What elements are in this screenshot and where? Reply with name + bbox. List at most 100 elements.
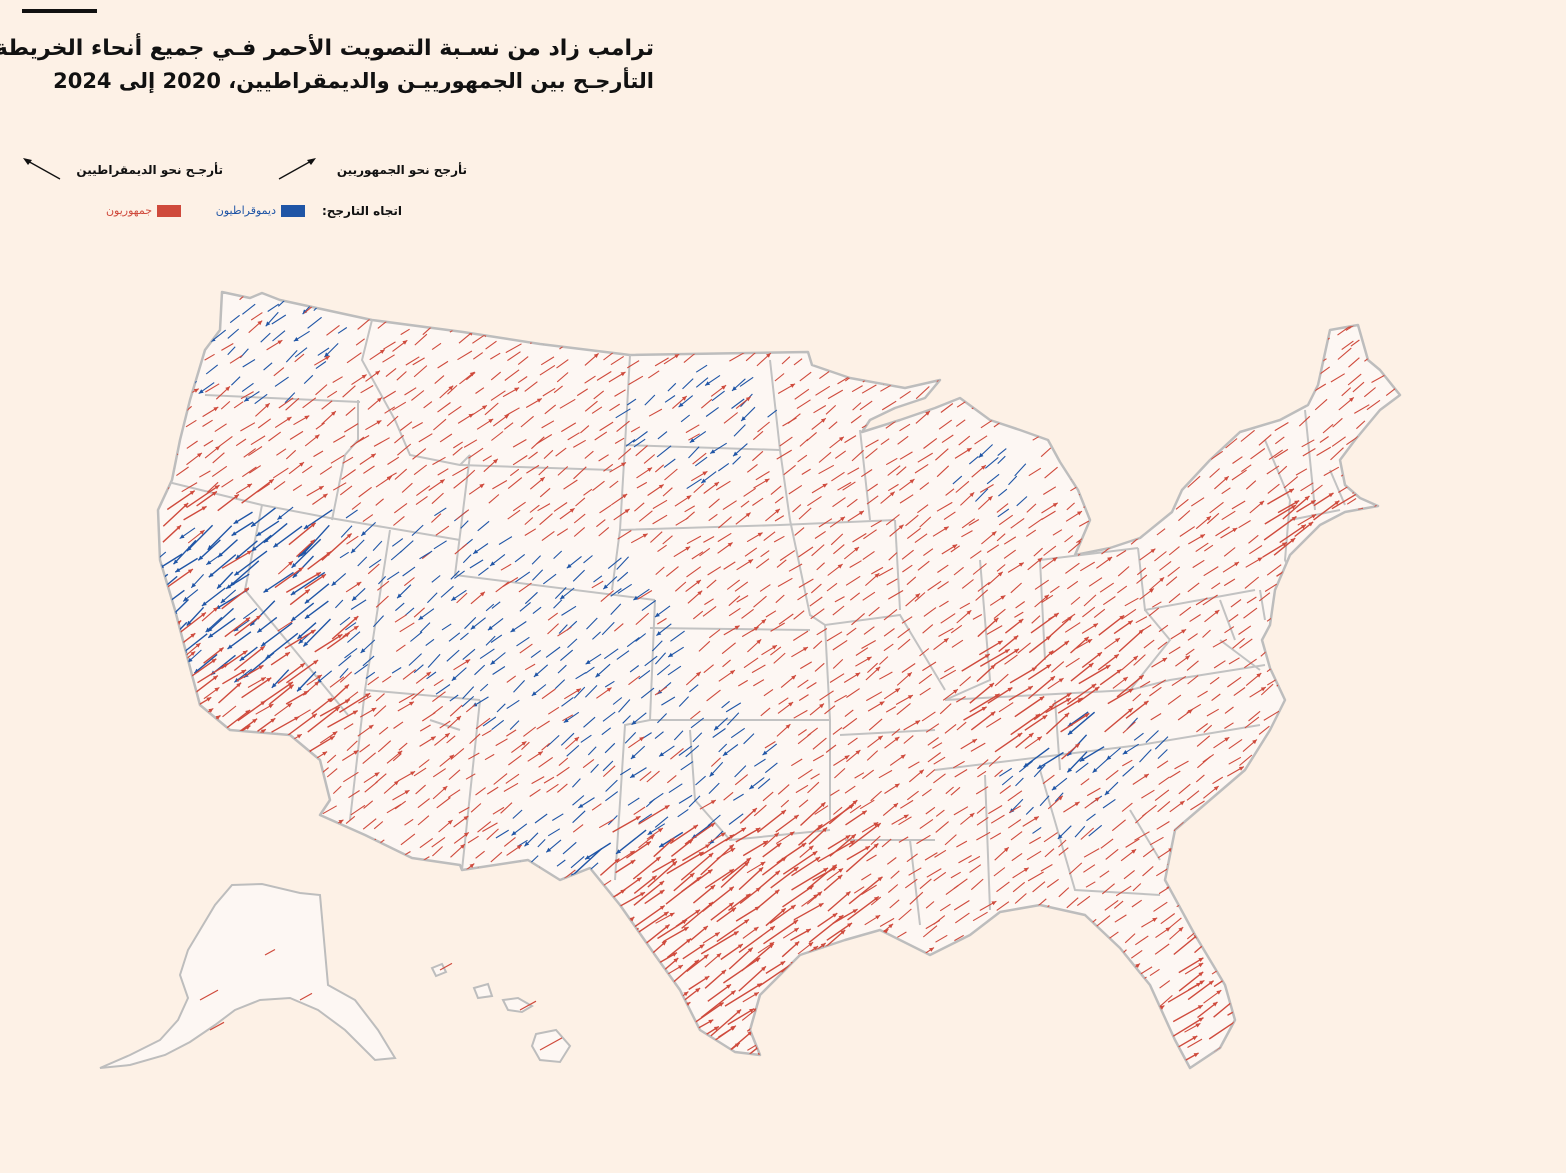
swing-arrowhead: [1290, 538, 1296, 543]
swing-arrowhead: [616, 849, 621, 854]
swing-arrow-rep: [343, 723, 354, 730]
swing-arrowhead: [634, 968, 640, 973]
swing-arrow-rep: [333, 435, 346, 443]
swing-arrow-rep: [475, 717, 491, 730]
swing-arrow-rep: [591, 803, 602, 811]
swing-arrowhead: [915, 720, 921, 725]
swing-arrow-rep: [1184, 308, 1197, 318]
swing-arrowhead: [1223, 476, 1229, 481]
swing-arrow-dem: [413, 664, 424, 674]
swing-arrowhead: [256, 531, 262, 536]
swing-arrow-rep: [851, 612, 865, 626]
swing-arrow-rep: [1148, 1041, 1160, 1053]
swing-arrow-rep: [1368, 932, 1395, 954]
swing-arrow-rep: [326, 754, 337, 764]
swing-arrow-rep: [375, 961, 387, 972]
swing-arrowhead: [245, 725, 251, 730]
swing-arrow-rep: [367, 563, 380, 575]
swing-arrow-dem: [567, 638, 578, 649]
swing-arrow-rep: [898, 908, 912, 921]
swing-arrow-rep: [919, 687, 931, 696]
swing-arrow-rep: [866, 965, 878, 973]
swing-arrowhead: [564, 947, 570, 952]
swing-arrow-rep: [1103, 948, 1122, 959]
swing-arrowhead: [1276, 1001, 1282, 1006]
swing-arrow-rep: [1394, 337, 1400, 345]
swing-arrow-dem: [339, 668, 349, 678]
swing-arrow-rep: [1212, 638, 1228, 648]
swing-arrowhead: [1031, 667, 1037, 672]
swing-arrowhead: [404, 790, 410, 795]
swing-arrow-rep: [832, 605, 845, 616]
swing-arrowhead: [1399, 843, 1400, 849]
swing-arrow-rep: [668, 959, 700, 987]
swing-arrowhead: [432, 292, 438, 294]
swing-arrowhead: [1259, 500, 1265, 506]
swing-arrow-rep: [357, 318, 371, 330]
swing-arrowhead: [1399, 930, 1400, 935]
swing-arrowhead: [606, 687, 612, 692]
swing-arrow-rep: [510, 322, 524, 335]
swing-arrowhead: [736, 1009, 742, 1015]
swing-arrow-rep: [941, 994, 951, 1002]
swing-arrowhead: [865, 846, 870, 851]
swing-arrow-rep: [776, 842, 807, 864]
swing-arrowhead: [1077, 511, 1082, 516]
swing-arrow-rep: [988, 408, 1001, 418]
swing-arrow-rep: [725, 341, 742, 352]
swing-arrow-rep: [1211, 693, 1221, 702]
swing-arrow-rep: [333, 911, 344, 920]
swing-arrow-rep: [1172, 856, 1202, 876]
swing-arrow-rep: [528, 451, 538, 460]
swing-arrow-rep: [1099, 582, 1115, 593]
swing-arrow-rep: [1321, 537, 1343, 554]
swing-arrow-rep: [721, 857, 752, 882]
swing-arrowhead: [702, 471, 708, 476]
swing-arrowhead: [560, 594, 565, 600]
swing-arrowhead: [1017, 733, 1023, 738]
swing-arrowhead: [780, 908, 786, 913]
swing-arrow-rep: [1314, 984, 1347, 1006]
swing-arrowhead: [193, 388, 199, 393]
swing-arrow-rep: [1223, 547, 1236, 557]
swing-arrowhead: [664, 1051, 670, 1056]
swing-arrowhead: [1077, 698, 1083, 703]
swing-arrow-rep: [896, 466, 907, 476]
swing-arrow-rep: [1389, 857, 1400, 875]
swing-arrow-dem: [573, 686, 586, 699]
swing-arrow-rep: [849, 804, 862, 814]
swing-arrowhead: [1145, 415, 1151, 420]
swing-arrow-rep: [1237, 854, 1258, 873]
swing-arrowhead: [533, 672, 539, 677]
swing-arrow-dem: [678, 794, 693, 804]
swing-arrow-rep: [432, 846, 443, 857]
swing-arrowhead: [1212, 1002, 1218, 1007]
swing-arrowhead: [179, 308, 185, 313]
swing-arrow-rep: [1149, 968, 1160, 977]
swing-arrow-rep: [1027, 871, 1044, 882]
swing-arrowhead: [873, 822, 879, 827]
swing-arrow-dem: [1102, 798, 1116, 809]
state-border-line: [944, 559, 992, 701]
swing-arrowhead: [709, 839, 715, 844]
swing-arrow-rep: [1188, 852, 1211, 873]
swing-arrow-rep: [859, 400, 873, 411]
swing-arrow-rep: [890, 319, 903, 330]
swing-arrowhead: [1005, 947, 1010, 952]
swing-arrow-rep: [563, 323, 577, 332]
swing-arrowhead: [318, 486, 324, 491]
swing-arrow-rep: [937, 564, 949, 573]
swing-arrow-rep: [521, 741, 530, 751]
swing-arrow-rep: [978, 375, 990, 384]
swing-arrow-rep: [1278, 777, 1290, 785]
swing-arrow-rep: [987, 1057, 999, 1067]
swing-arrowhead: [1307, 1035, 1313, 1041]
swing-arrow-rep: [1033, 978, 1046, 986]
swing-arrow-dem: [546, 734, 560, 748]
swing-arrow-dem: [654, 816, 669, 828]
swing-arrow-rep: [653, 306, 669, 316]
swing-arrow-rep: [1319, 1050, 1338, 1065]
swing-arrow-rep: [852, 533, 867, 543]
swing-arrowhead: [1238, 287, 1243, 292]
swing-arrow-rep: [490, 961, 500, 970]
